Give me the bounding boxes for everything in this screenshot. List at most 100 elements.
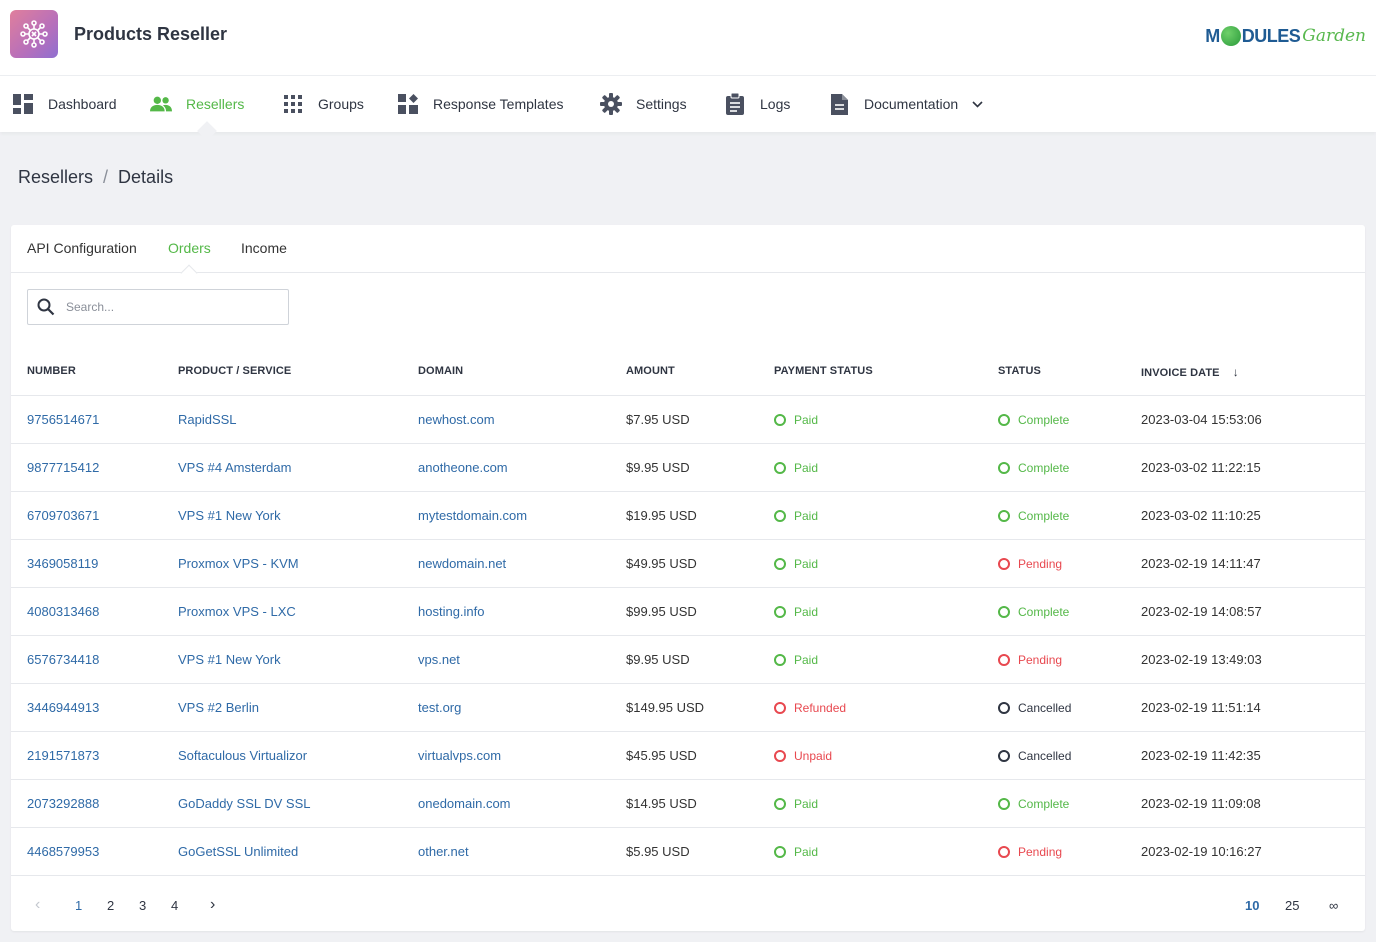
table-row[interactable]: 4080313468 Proxmox VPS - LXC hosting.info $… (11, 588, 1365, 636)
table-row[interactable]: 4468579953 GoGetSSL Unlimited other.net $5.… (11, 828, 1365, 876)
nav-item-logs[interactable]: Logs (724, 76, 790, 132)
domain-link[interactable]: vps.net (418, 652, 460, 667)
order-number-link[interactable]: 6576734418 (27, 652, 100, 667)
order-number-link[interactable]: 3469058119 (27, 556, 99, 571)
domain-link[interactable]: hosting.info (418, 604, 485, 619)
status-circle-icon (998, 846, 1010, 858)
domain-link[interactable]: test.org (418, 700, 462, 715)
page-number-button[interactable]: 1 (75, 898, 83, 913)
order-status-badge-label: Complete (1018, 461, 1070, 475)
nav-item-resellers[interactable]: Resellers (150, 76, 244, 132)
payment-status-badge-label: Paid (794, 509, 819, 523)
order-number-link[interactable]: 6709703671 (27, 508, 100, 523)
nav-item-response-templates[interactable]: Response Templates (397, 76, 563, 132)
prev-page-icon[interactable]: ‹ (35, 896, 41, 913)
payment-status-badge: Paid (774, 413, 818, 427)
payment-status-badge-label: Refunded (794, 701, 847, 715)
domain-link[interactable]: anotheone.com (418, 460, 508, 475)
product-link[interactable]: Proxmox VPS - LXC (178, 604, 296, 619)
status-circle-icon (998, 606, 1010, 618)
nav-item-settings[interactable]: Settings (600, 76, 687, 132)
invoice-date: 2023-02-19 14:08:57 (1141, 604, 1262, 619)
col-invoice-date[interactable]: INVOICE DATE ↓ (1141, 365, 1239, 379)
payment-status-badge: Refunded (774, 701, 846, 715)
col-amount[interactable]: AMOUNT (626, 365, 675, 377)
order-number-link[interactable]: 9756514671 (27, 412, 100, 427)
product-link[interactable]: Softaculous Virtualizor (178, 748, 308, 763)
per-page-option[interactable]: 25 (1285, 898, 1300, 913)
order-number-link[interactable]: 3446944913 (27, 700, 100, 715)
payment-status-badge: Paid (774, 797, 818, 811)
product-link[interactable]: VPS #4 Amsterdam (178, 460, 292, 475)
table-row[interactable]: 9877715412 VPS #4 Amsterdam anotheone.com $… (11, 444, 1365, 492)
amount-value: $7.95 USD (626, 412, 690, 427)
payment-status-badge-label: Paid (794, 653, 819, 667)
tab-income[interactable]: Income (241, 240, 287, 256)
order-number-link[interactable]: 2073292888 (27, 796, 100, 811)
dashboard-icon (12, 93, 34, 115)
amount-value: $45.95 USD (626, 748, 697, 763)
page-number-button[interactable]: 4 (171, 898, 179, 913)
nav-item-documentation[interactable]: Documentation (828, 76, 983, 132)
order-number-link[interactable]: 9877715412 (27, 460, 100, 475)
invoice-date: 2023-03-02 11:22:15 (1141, 460, 1261, 475)
table-row[interactable]: 2073292888 GoDaddy SSL DV SSL onedomain.co… (11, 780, 1365, 828)
tab-orders[interactable]: Orders (168, 240, 211, 256)
chevron-down-icon[interactable] (972, 100, 983, 108)
status-circle-icon (774, 510, 786, 522)
invoice-date: 2023-02-19 13:49:03 (1141, 652, 1262, 667)
app-title: Products Reseller (74, 24, 228, 44)
col-domain[interactable]: DOMAIN (418, 365, 464, 377)
col-invoice-date-label: INVOICE DATE (1141, 367, 1220, 379)
col-number[interactable]: NUMBER (27, 365, 76, 377)
nav-label: Documentation (864, 96, 959, 112)
order-number-link[interactable]: 4468579953 (27, 844, 100, 859)
product-link[interactable]: Proxmox VPS - KVM (178, 556, 299, 571)
per-page-option[interactable]: 10 (1245, 898, 1260, 913)
tab-api-configuration[interactable]: API Configuration (27, 240, 137, 256)
domain-link[interactable]: newhost.com (418, 412, 495, 427)
amount-value: $9.95 USD (626, 460, 690, 475)
product-link[interactable]: RapidSSL (178, 412, 237, 427)
table-row[interactable]: 9756514671 RapidSSL newhost.com $7.95 USD Pa… (11, 396, 1365, 444)
breadcrumb: Resellers / Details (18, 167, 173, 188)
col-payment-status[interactable]: PAYMENT STATUS (774, 365, 873, 377)
order-number-link[interactable]: 2191571873 (27, 748, 100, 763)
page-number-button[interactable]: 2 (107, 898, 115, 913)
order-status-badge-label: Complete (1018, 797, 1070, 811)
table-row[interactable]: 6576734418 VPS #1 New York vps.net $9.95 US… (11, 636, 1365, 684)
table-row[interactable]: 3469058119 Proxmox VPS - KVM newdomain.net… (11, 540, 1365, 588)
order-status-badge: Pending (998, 845, 1062, 859)
domain-link[interactable]: other.net (418, 844, 469, 859)
nav-item-dashboard[interactable]: Dashboard (12, 76, 117, 132)
page-number-button[interactable]: 3 (139, 898, 147, 913)
payment-status-badge-label: Paid (794, 557, 819, 571)
col-product-service[interactable]: PRODUCT / SERVICE (178, 365, 292, 377)
document-icon (828, 93, 850, 115)
breadcrumb-parent[interactable]: Resellers (18, 167, 94, 187)
per-page-option[interactable]: ∞ (1329, 898, 1339, 913)
domain-link[interactable]: virtualvps.com (418, 748, 502, 763)
sort-desc-icon[interactable]: ↓ (1232, 365, 1239, 379)
product-link[interactable]: GoGetSSL Unlimited (178, 844, 299, 859)
search-input[interactable] (66, 300, 276, 314)
invoice-date: 2023-02-19 11:09:08 (1141, 796, 1261, 811)
product-link[interactable]: VPS #2 Berlin (178, 700, 259, 715)
invoice-date: 2023-03-04 15:53:06 (1141, 412, 1262, 427)
col-status[interactable]: STATUS (998, 365, 1041, 377)
nav-item-groups[interactable]: Groups (282, 76, 364, 132)
domain-link[interactable]: onedomain.com (418, 796, 511, 811)
product-link[interactable]: GoDaddy SSL DV SSL (178, 796, 311, 811)
domain-link[interactable]: mytestdomain.com (418, 508, 528, 523)
status-circle-icon (774, 414, 786, 426)
modulesgarden-logo[interactable]: M DULES Garden (1205, 22, 1366, 50)
table-row[interactable]: 6709703671 VPS #1 New York mytestdomain.co… (11, 492, 1365, 540)
table-row[interactable]: 3446944913 VPS #2 Berlin test.org $149.95 U… (11, 684, 1365, 732)
product-link[interactable]: VPS #1 New York (178, 652, 281, 667)
product-link[interactable]: VPS #1 New York (178, 508, 281, 523)
next-page-icon[interactable]: › (210, 896, 216, 913)
table-row[interactable]: 2191571873 Softaculous Virtualizor virtual… (11, 732, 1365, 780)
domain-link[interactable]: newdomain.net (418, 556, 507, 571)
order-number-link[interactable]: 4080313468 (27, 604, 100, 619)
templates-icon (397, 93, 419, 115)
